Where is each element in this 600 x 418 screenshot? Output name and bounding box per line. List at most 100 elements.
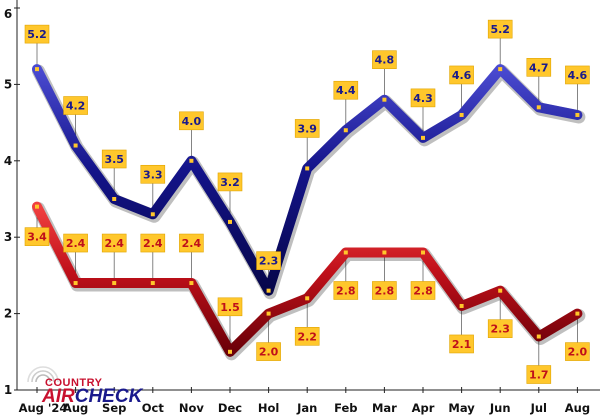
data-label: 4.4 [336, 84, 356, 97]
data-label: 4.2 [66, 100, 86, 113]
data-label: 2.1 [452, 338, 472, 351]
data-label-box [333, 80, 359, 100]
data-label-box [410, 88, 436, 108]
data-point [305, 296, 310, 301]
data-point [112, 197, 117, 201]
x-tick-label: Dec [218, 401, 242, 415]
logo-country-text: COUNTRY [45, 377, 103, 389]
data-label-box [526, 365, 552, 384]
data-point [498, 288, 503, 293]
data-label: 2.4 [143, 237, 163, 250]
y-tick-label: 4 [4, 154, 12, 168]
data-point [382, 250, 387, 255]
data-label: 3.5 [104, 153, 124, 166]
data-label-box [24, 227, 50, 246]
data-label: 2.8 [336, 284, 356, 297]
y-tick-label: 6 [4, 7, 12, 21]
data-point [189, 281, 194, 286]
data-label: 2.0 [259, 346, 279, 359]
data-point [189, 158, 194, 163]
data-label-box [294, 119, 320, 138]
data-label: 2.8 [413, 284, 433, 297]
x-tick-label: Mar [372, 401, 397, 415]
data-label-box [101, 149, 127, 169]
data-label: 2.4 [104, 237, 124, 250]
data-label-box [63, 96, 88, 115]
data-label-box [217, 172, 243, 192]
data-label-box [294, 327, 320, 346]
logo-check-text: CHECK [75, 386, 144, 407]
data-points [35, 67, 580, 354]
data-label-box [410, 281, 436, 300]
x-tick-label: Aug [63, 401, 88, 415]
data-label: 2.3 [259, 255, 279, 268]
data-point [150, 212, 155, 217]
data-point [343, 250, 348, 255]
x-tick-label: Sep [102, 401, 126, 415]
data-point [459, 303, 464, 308]
data-point [536, 334, 541, 339]
data-label: 4.6 [568, 69, 588, 82]
data-point [305, 166, 310, 171]
data-label-box [526, 58, 552, 77]
data-point [459, 112, 464, 117]
x-tick-label: Hol [258, 401, 279, 415]
data-label: 4.7 [529, 61, 549, 74]
data-label-box [101, 233, 127, 253]
x-tick-label: Nov [179, 401, 205, 415]
x-tick-label: Jun [489, 401, 511, 415]
data-label-box [449, 65, 474, 85]
data-label-box [217, 297, 243, 317]
data-label: 2.8 [375, 284, 395, 297]
data-label: 1.7 [529, 369, 549, 382]
data-label: 3.2 [220, 176, 240, 189]
data-label-box [487, 319, 513, 338]
country-aircheck-logo: COUNTRY AIRCHECK [27, 366, 144, 407]
y-tick-label: 5 [4, 77, 12, 91]
data-point [112, 281, 117, 286]
x-tick-label: Aug [565, 401, 590, 415]
data-label: 3.4 [27, 231, 47, 244]
data-label-box [24, 24, 50, 44]
data-label-box [256, 251, 281, 270]
data-label-box [372, 281, 397, 300]
data-label-box [372, 50, 397, 69]
y-tick-labels: 1 2 3 4 5 6 [4, 7, 12, 397]
data-point [266, 311, 271, 316]
series-lines [32, 64, 586, 361]
data-label-box [565, 65, 590, 85]
data-point [382, 97, 387, 102]
y-tick-label: 3 [4, 230, 12, 244]
data-label: 1.5 [220, 301, 240, 314]
data-point [150, 281, 155, 286]
data-point [266, 288, 271, 293]
signal-waves-icon [27, 366, 59, 383]
data-label: 3.3 [143, 168, 163, 181]
data-label: 4.8 [375, 54, 395, 67]
data-label-box [140, 164, 166, 184]
data-point [35, 67, 39, 72]
data-label-box [63, 233, 88, 253]
data-label: 4.6 [452, 69, 472, 82]
series-line-shadow [32, 64, 586, 300]
data-label: 4.3 [413, 92, 433, 105]
series-line [32, 64, 583, 296]
data-point [575, 311, 580, 316]
data-point [498, 67, 503, 72]
data-point [35, 204, 39, 209]
x-tick-label: Aug '24 [19, 401, 68, 415]
data-point [73, 281, 78, 286]
x-tick-label: Oct [142, 401, 165, 415]
data-point [228, 349, 232, 354]
data-label-box [179, 111, 204, 131]
data-point [421, 250, 425, 255]
data-point [228, 219, 232, 224]
data-label-box [487, 19, 513, 39]
x-tick-label: Jan [296, 401, 317, 415]
data-point [343, 128, 348, 133]
data-label: 2.4 [182, 237, 202, 250]
y-tick-label: 1 [4, 383, 12, 397]
logo-aircheck-text: AIRCHECK [41, 386, 144, 407]
